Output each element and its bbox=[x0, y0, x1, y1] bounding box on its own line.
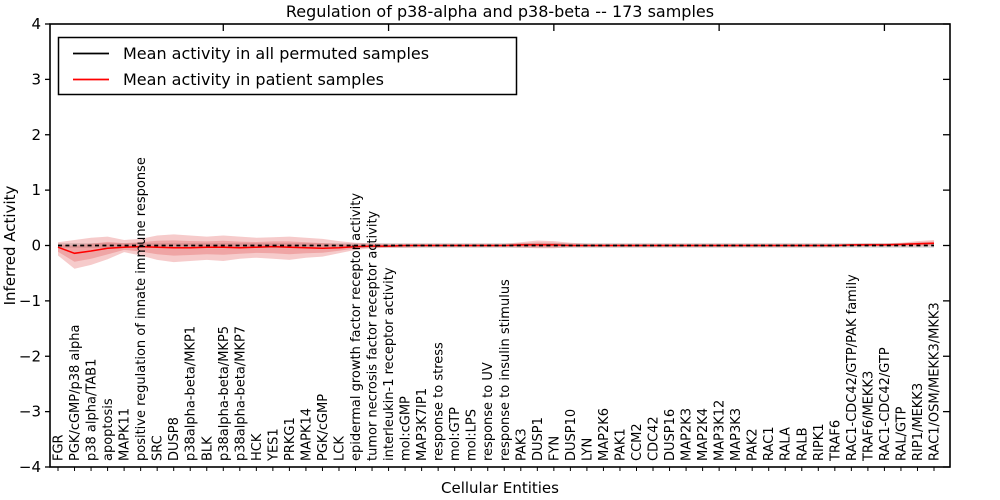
x-tick-label: MAP3K7IP1 bbox=[415, 388, 430, 461]
x-tick-label: DUSP1 bbox=[531, 417, 546, 461]
x-tick-label: RAC1/OSM/MEKK3/MKK3 bbox=[928, 302, 943, 461]
x-tick-label: mol:cGMP bbox=[399, 396, 414, 461]
x-tick-label: RALA bbox=[779, 427, 794, 461]
x-tick-label: response to insulin stimulus bbox=[498, 279, 513, 461]
x-tick-label: HCK bbox=[250, 433, 265, 461]
x-tick-label: DUSP8 bbox=[167, 417, 182, 461]
x-tick-label: FGR bbox=[52, 434, 67, 461]
x-tick-label: CDC42 bbox=[647, 416, 662, 461]
x-tick-label: interleukin-1 receptor activity bbox=[382, 267, 397, 461]
x-tick-label: RAC1-CDC42/GTP/PAK family bbox=[845, 274, 860, 461]
legend-box bbox=[57, 36, 518, 96]
x-tick-label: RAC1-CDC42/GTP bbox=[878, 347, 893, 461]
y-tick-label: −4 bbox=[19, 458, 41, 476]
x-tick-label: MAP2K6 bbox=[597, 408, 612, 461]
x-tick-label: LYN bbox=[580, 438, 595, 461]
x-tick-label: apoptosis bbox=[101, 398, 116, 461]
x-tick-label: MAP2K4 bbox=[696, 408, 711, 461]
x-tick-label: MAP3K3 bbox=[729, 408, 744, 461]
x-tick-label: RALB bbox=[795, 427, 810, 461]
x-axis-label: Cellular Entities bbox=[441, 479, 559, 497]
x-tick-label: RAC1 bbox=[762, 426, 777, 461]
x-tick-label: MAPK11 bbox=[118, 408, 133, 461]
chart-title: Regulation of p38-alpha and p38-beta -- … bbox=[286, 2, 714, 21]
x-tick-label: p38alpha-beta/MKP5 bbox=[217, 326, 232, 461]
x-tick-label: RIP1/MEKK3 bbox=[911, 383, 926, 461]
x-tick-label: BLK bbox=[200, 436, 215, 461]
y-tick-label: 0 bbox=[31, 237, 41, 255]
legend-label: Mean activity in patient samples bbox=[123, 70, 384, 89]
x-tick-label: SRC bbox=[151, 435, 166, 461]
y-tick-label: −3 bbox=[19, 403, 41, 421]
x-tick-label: positive regulation of innate immune res… bbox=[134, 157, 149, 461]
y-tick-label: 4 bbox=[31, 15, 41, 33]
x-tick-label: response to stress bbox=[432, 342, 447, 461]
x-tick-label: PAK3 bbox=[514, 428, 529, 461]
x-tick-label: RAL/GTP bbox=[894, 406, 909, 461]
x-tick-label: RIPK1 bbox=[812, 423, 827, 461]
y-tick-label: −2 bbox=[19, 347, 41, 365]
x-tick-label: PRKG1 bbox=[283, 417, 298, 461]
x-tick-label: LCK bbox=[332, 436, 347, 461]
x-tick-label: TRAF6 bbox=[828, 420, 843, 462]
x-tick-label: TRAF6/MEKK3 bbox=[861, 371, 876, 462]
x-tick-label: PAK1 bbox=[613, 428, 628, 461]
x-tick-label: epidermal growth factor receptor activit… bbox=[349, 193, 364, 461]
y-axis-label: Inferred Activity bbox=[1, 185, 19, 305]
y-tick-label: −1 bbox=[19, 292, 41, 310]
x-tick-label: MAP3K12 bbox=[713, 400, 728, 461]
x-tick-label: response to UV bbox=[481, 362, 496, 461]
x-tick-label: mol:GTP bbox=[448, 407, 463, 461]
x-tick-label: PAK2 bbox=[746, 428, 761, 461]
x-tick-label: p38alpha-beta/MKP7 bbox=[233, 326, 248, 461]
x-tick-label: mol:LPS bbox=[465, 409, 480, 461]
x-tick-label: FYN bbox=[547, 436, 562, 461]
x-tick-label: PGK/cGMP/p38 alpha bbox=[68, 325, 83, 461]
y-tick-label: 1 bbox=[31, 181, 41, 199]
x-tick-label: DUSP10 bbox=[564, 409, 579, 461]
x-tick-label: CCM2 bbox=[630, 423, 645, 461]
x-tick-label: DUSP16 bbox=[663, 409, 678, 461]
x-tick-label: p38 alpha/TAB1 bbox=[85, 359, 100, 461]
x-tick-label: YES1 bbox=[266, 428, 281, 462]
legend-label: Mean activity in all permuted samples bbox=[123, 44, 429, 63]
patient-band-outer bbox=[58, 234, 934, 269]
x-tick-label: tumor necrosis factor receptor activity bbox=[366, 210, 381, 461]
x-tick-label: PGK/cGMP bbox=[316, 394, 331, 461]
x-tick-label: MAPK14 bbox=[299, 408, 314, 461]
x-tick-label: p38alpha-beta/MKP1 bbox=[184, 326, 199, 461]
y-tick-label: 2 bbox=[31, 126, 41, 144]
y-tick-label: 3 bbox=[31, 70, 41, 88]
x-tick-label: MAP2K3 bbox=[680, 408, 695, 461]
